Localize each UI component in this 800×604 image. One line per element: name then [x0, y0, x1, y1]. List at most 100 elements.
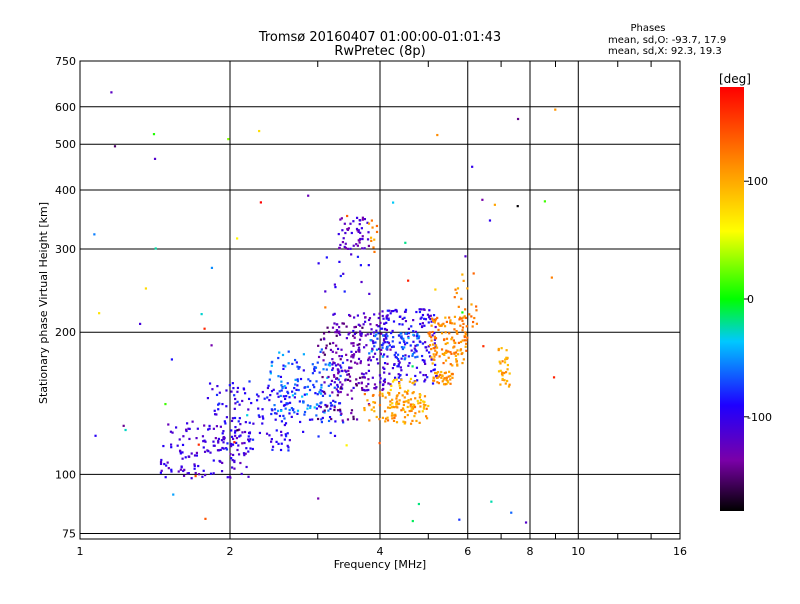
- scatter-point: [385, 333, 388, 336]
- scatter-point: [463, 335, 466, 339]
- scatter-point: [290, 407, 293, 410]
- scatter-point: [93, 233, 96, 236]
- scatter-point: [409, 398, 413, 401]
- scatter-point: [410, 409, 413, 412]
- scatter-point: [428, 334, 431, 338]
- scatter-point: [349, 360, 353, 363]
- scatter-point: [280, 380, 283, 383]
- scatter-point: [388, 392, 391, 395]
- scatter-point: [223, 420, 226, 423]
- scatter-point: [335, 344, 338, 347]
- scatter-point: [353, 332, 356, 336]
- scatter-point: [363, 392, 366, 396]
- scatter-point: [428, 331, 431, 334]
- scatter-point: [441, 380, 444, 383]
- scatter-point: [226, 476, 229, 479]
- scatter-point: [345, 353, 348, 356]
- scatter-point: [284, 435, 288, 438]
- scatter-point: [419, 371, 422, 374]
- scatter-point: [309, 405, 312, 408]
- scatter-point: [462, 358, 465, 361]
- scatter-point: [315, 414, 318, 417]
- scatter-point: [411, 405, 414, 409]
- scatter-point: [359, 264, 363, 267]
- scatter-point: [395, 400, 399, 403]
- scatter-point: [315, 380, 318, 383]
- scatter-point: [255, 399, 259, 402]
- scatter-point: [395, 421, 399, 424]
- scatter-point: [166, 461, 169, 464]
- scatter-point: [452, 339, 455, 342]
- scatter-point: [432, 358, 435, 361]
- scatter-point: [373, 383, 377, 386]
- scatter-point: [215, 393, 219, 397]
- scatter-point: [171, 431, 174, 434]
- scatter-point: [386, 416, 389, 419]
- scatter-point: [438, 324, 441, 327]
- scatter-point: [401, 407, 405, 410]
- scatter-point: [306, 385, 310, 388]
- scatter-point: [384, 417, 388, 420]
- scatter-point: [325, 405, 328, 408]
- scatter-point: [333, 406, 336, 409]
- scatter-point: [195, 437, 198, 440]
- scatter-point: [322, 332, 326, 335]
- scatter-point: [334, 420, 337, 423]
- scatter-point: [361, 237, 364, 241]
- scatter-point: [457, 305, 460, 308]
- scatter-point: [419, 398, 423, 402]
- scatter-point: [415, 310, 418, 314]
- scatter-point: [379, 377, 382, 380]
- scatter-point: [179, 468, 182, 471]
- scatter-point: [335, 351, 338, 354]
- scatter-point: [228, 384, 231, 387]
- scatter-point: [434, 318, 438, 321]
- scatter-point: [238, 428, 241, 431]
- scatter-point: [412, 319, 415, 322]
- scatter-point: [279, 375, 283, 379]
- scatter-point: [384, 420, 387, 423]
- scatter-point: [451, 364, 454, 367]
- scatter-point: [414, 380, 417, 383]
- x-tick-label: 4: [377, 545, 384, 558]
- scatter-point: [500, 347, 503, 350]
- scatter-point: [243, 441, 246, 445]
- scatter-point: [397, 363, 400, 366]
- scatter-point: [258, 415, 261, 419]
- scatter-point: [159, 462, 163, 466]
- scatter-point: [226, 442, 229, 445]
- scatter-point: [324, 290, 327, 293]
- scatter-point: [432, 353, 435, 356]
- scatter-point: [389, 312, 392, 315]
- scatter-point: [285, 402, 288, 405]
- scatter-point: [346, 359, 349, 362]
- scatter-point: [351, 354, 354, 357]
- scatter-point: [433, 368, 436, 371]
- scatter-point: [288, 412, 291, 415]
- scatter-point: [393, 363, 396, 366]
- scatter-point: [340, 385, 343, 389]
- scatter-point: [231, 466, 234, 469]
- scatter-point: [497, 370, 501, 373]
- scatter-point: [416, 379, 419, 382]
- scatter-point: [334, 331, 337, 334]
- scatter-point: [456, 332, 459, 335]
- scatter-point: [430, 356, 433, 359]
- scatter-point: [335, 377, 338, 380]
- x-tick-label: 8: [527, 545, 534, 558]
- scatter-point: [384, 328, 387, 331]
- scatter-point: [338, 402, 342, 405]
- scatter-point: [172, 493, 175, 496]
- scatter-point: [195, 451, 199, 455]
- scatter-point: [447, 350, 450, 353]
- scatter-point: [291, 390, 294, 393]
- scatter-point: [267, 384, 270, 387]
- scatter-point: [372, 406, 375, 409]
- scatter-point: [313, 406, 316, 409]
- scatter-point: [425, 349, 428, 352]
- scatter-point: [284, 386, 287, 389]
- scatter-point: [311, 418, 314, 421]
- scatter-point: [423, 360, 426, 364]
- scatter-point: [385, 321, 388, 324]
- scatter-point: [169, 430, 173, 433]
